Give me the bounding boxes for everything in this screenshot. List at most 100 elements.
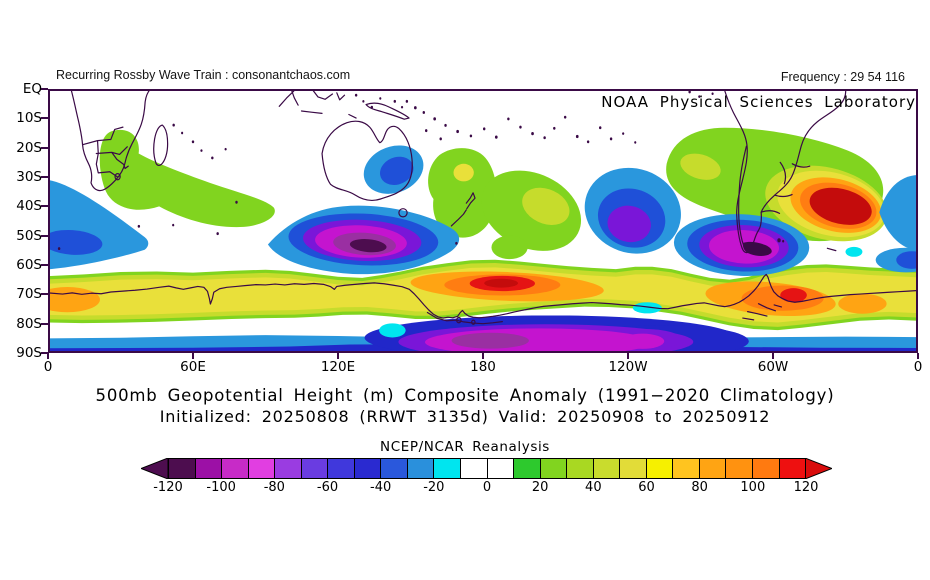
lesotho-border	[115, 174, 120, 180]
anomaly-south-atlantic-red-core	[809, 187, 872, 225]
x-tick-mark	[337, 353, 339, 359]
x-tick-label: 120E	[320, 359, 356, 375]
chart-title: 500mb Geopotential Height (m) Composite …	[95, 386, 835, 405]
y-tick-label: 50S	[16, 227, 42, 244]
y-tick-label: EQ	[22, 81, 42, 97]
noaa-credit: NOAA Physical Sciences Laboratory	[601, 93, 916, 111]
cyan-accent-south-atlantic	[845, 246, 863, 257]
colorbar-cell	[433, 458, 462, 479]
x-tick-label: 0	[43, 359, 53, 375]
colorbar-tick-label: -80	[263, 480, 285, 495]
ross-island-outline	[457, 318, 461, 323]
colorbar-cell	[274, 458, 302, 479]
colorbar-cell	[592, 458, 621, 479]
anomaly-australia-low-darkcore	[349, 239, 387, 253]
y-tick-label: 90S	[16, 345, 42, 361]
anomaly-coral-sea-core	[453, 163, 474, 182]
colorbar-cell	[300, 458, 329, 479]
x-tick-mark	[917, 353, 919, 359]
cyan-accent-east-cap	[632, 302, 662, 314]
island-dots	[57, 90, 785, 251]
colorbar-label: NCEP/NCAR Reanalysis	[380, 439, 550, 455]
colorbar-tick-label: -60	[316, 480, 339, 495]
colorbar-cell	[247, 458, 276, 479]
y-tick-mark	[41, 293, 48, 296]
colorbar-cell	[645, 458, 674, 479]
new-zealand-coastline	[451, 193, 475, 226]
colorbar-tick-label: 0	[482, 480, 492, 495]
colorbar	[168, 458, 807, 479]
y-tick-mark	[41, 176, 48, 178]
band-red-peninsula-core	[780, 288, 807, 303]
indonesia-coastlines	[279, 90, 356, 118]
colorbar-cell	[460, 458, 488, 479]
new-guinea-coastline	[366, 103, 409, 119]
anomaly-map	[48, 89, 918, 353]
source-caption: Recurring Rossby Wave Train : consonantc…	[56, 68, 351, 82]
x-tick-mark	[627, 353, 629, 359]
south-america-borders	[761, 162, 810, 213]
polar-cap-muted-core	[451, 332, 529, 349]
colorbar-cell	[380, 458, 408, 479]
y-tick-label: 80S	[16, 315, 42, 332]
chart-subtitle: Initialized: 20250808 (RRWT 3135d) Valid…	[159, 407, 771, 426]
x-tick-label: 0	[913, 359, 923, 375]
y-tick-mark	[41, 264, 48, 266]
coastlines	[48, 89, 918, 324]
australia-coastline	[322, 121, 412, 200]
anomaly-south-america-core	[680, 153, 721, 180]
colorbar-tick-label: -120	[153, 480, 183, 495]
y-tick-label: 20S	[16, 139, 42, 156]
colorbar-right-arrow	[805, 458, 832, 479]
colorbar-cell	[752, 458, 780, 479]
colorbar-cell	[221, 458, 249, 479]
colorbar-cell	[698, 458, 727, 479]
y-tick-label: 70S	[16, 286, 42, 303]
y-tick-mark	[41, 352, 48, 354]
tasmania-coastline	[399, 209, 407, 217]
south-georgia-coastline	[827, 248, 835, 250]
y-tick-mark	[41, 146, 48, 149]
colorbar-tick-labels: -120 -100 -80 -60 -40 -20 0 20 40 60 80 100 120	[153, 480, 818, 496]
y-tick-mark	[41, 88, 48, 90]
anomaly-south-pacific-connector	[491, 235, 528, 260]
y-tick-label: 30S	[16, 169, 42, 185]
africa-borders	[83, 127, 129, 177]
colorbar-cell	[725, 458, 754, 479]
colorbar-tick-label: -100	[206, 480, 236, 495]
x-tick-mark	[772, 353, 774, 359]
colorbar-cell	[513, 458, 541, 479]
tierra-del-fuego-land	[742, 241, 772, 256]
colorbar-cell	[353, 458, 382, 479]
anomaly-east-australia-low-core	[380, 156, 414, 185]
polar-cap-magenta-east	[620, 333, 665, 349]
x-tick-label: 60W	[757, 359, 789, 375]
band-darkred-rosssea-core	[484, 278, 519, 288]
south-america-coastline	[724, 89, 846, 253]
x-tick-label: 180	[470, 359, 496, 375]
colorbar-tick-label: 40	[585, 480, 602, 495]
colorbar-cell	[672, 458, 700, 479]
colorbar-tick-label: 80	[691, 480, 708, 495]
x-tick-mark	[482, 353, 484, 359]
madagascar-coastline	[154, 125, 168, 165]
x-tick-mark	[47, 353, 49, 359]
ross-ice-shelf-coastline	[427, 313, 502, 324]
colorbar-tick-label: 100	[740, 480, 766, 495]
africa-coastline	[71, 89, 151, 191]
colorbar-cell	[566, 458, 594, 479]
anomaly-greenwich-lower-low-core	[896, 251, 918, 269]
colorbar-tick-label: 20	[531, 480, 549, 495]
peninsula-island-coastlines	[743, 304, 782, 320]
colorbar-cell	[327, 458, 355, 479]
y-tick-mark	[41, 322, 48, 325]
andes-border	[739, 146, 747, 245]
x-tick-label: 120W	[608, 359, 648, 375]
colorbar-cell	[486, 458, 515, 479]
colorbar-tick-label: -40	[370, 480, 392, 495]
antarctica-coastline	[48, 274, 918, 318]
anomaly-coral-sea-high	[428, 148, 497, 238]
x-tick-mark	[192, 353, 194, 359]
frequency-caption: Frequency : 29 54 116	[780, 70, 905, 84]
